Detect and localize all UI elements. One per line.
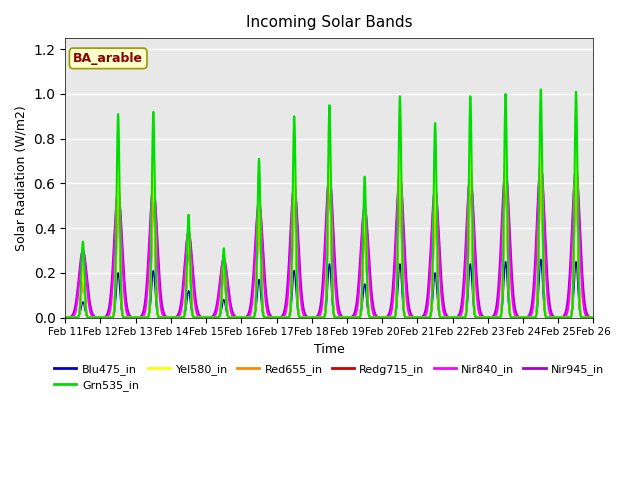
Nir840_in [356,272,364,278]
Nir840_in [345,315,353,321]
Nir840_in [61,315,69,321]
Red655_in [557,315,565,321]
Yel580_in [557,315,565,321]
Blu475_in [589,315,597,321]
Red655_in [537,140,545,146]
Red655_in [356,313,364,319]
Blu475_in [543,314,551,320]
Nir945_in [483,314,491,320]
Grn535_in [558,315,566,321]
Grn535_in [345,315,353,321]
Grn535_in [209,315,216,321]
Red655_in [483,315,490,321]
Nir945_in [209,313,216,319]
Redg715_in [537,149,545,155]
Yel580_in [483,315,490,321]
Line: Nir840_in: Nir840_in [65,161,593,318]
Yel580_in [543,314,551,320]
Grn535_in [202,315,210,321]
Grn535_in [537,87,545,93]
Grn535_in [356,313,364,319]
Yel580_in [356,313,364,319]
Yel580_in [589,315,597,321]
Nir945_in [345,314,353,320]
Redg715_in [344,315,352,321]
Red655_in [543,314,551,320]
Y-axis label: Solar Radiation (W/m2): Solar Radiation (W/m2) [15,105,28,251]
Red655_in [344,315,352,321]
Nir840_in [209,314,216,320]
X-axis label: Time: Time [314,343,345,356]
Nir945_in [356,258,364,264]
Nir945_in [61,315,69,321]
Nir840_in [537,158,545,164]
Nir840_in [202,315,210,321]
Red655_in [589,315,597,321]
Yel580_in [537,129,545,135]
Grn535_in [589,315,597,321]
Nir840_in [483,315,491,321]
Blu475_in [344,315,352,321]
Nir945_in [537,163,545,168]
Blu475_in [356,314,364,320]
Legend: Blu475_in, Grn535_in, Yel580_in, Red655_in, Redg715_in, Nir840_in, Nir945_in: Blu475_in, Grn535_in, Yel580_in, Red655_… [50,360,609,396]
Line: Yel580_in: Yel580_in [65,132,593,318]
Redg715_in [483,315,490,321]
Line: Blu475_in: Blu475_in [65,259,593,318]
Line: Redg715_in: Redg715_in [65,152,593,318]
Grn535_in [61,315,69,321]
Nir840_in [558,315,566,321]
Nir945_in [543,270,551,276]
Red655_in [61,315,69,321]
Line: Red655_in: Red655_in [65,143,593,318]
Blu475_in [209,315,216,321]
Blu475_in [557,315,565,321]
Nir945_in [558,314,566,320]
Nir945_in [589,315,597,321]
Redg715_in [589,315,597,321]
Redg715_in [557,315,565,321]
Nir945_in [202,315,210,321]
Redg715_in [543,314,551,320]
Nir840_in [543,289,551,295]
Line: Grn535_in: Grn535_in [65,90,593,318]
Yel580_in [61,315,69,321]
Redg715_in [209,315,216,321]
Line: Nir945_in: Nir945_in [65,166,593,318]
Nir840_in [589,315,597,321]
Red655_in [209,315,216,321]
Grn535_in [543,314,551,320]
Text: BA_arable: BA_arable [73,52,143,65]
Yel580_in [344,315,352,321]
Grn535_in [483,315,491,321]
Blu475_in [537,256,545,262]
Redg715_in [61,315,69,321]
Blu475_in [61,315,69,321]
Yel580_in [209,315,216,321]
Title: Incoming Solar Bands: Incoming Solar Bands [246,15,413,30]
Blu475_in [483,315,490,321]
Redg715_in [356,313,364,319]
